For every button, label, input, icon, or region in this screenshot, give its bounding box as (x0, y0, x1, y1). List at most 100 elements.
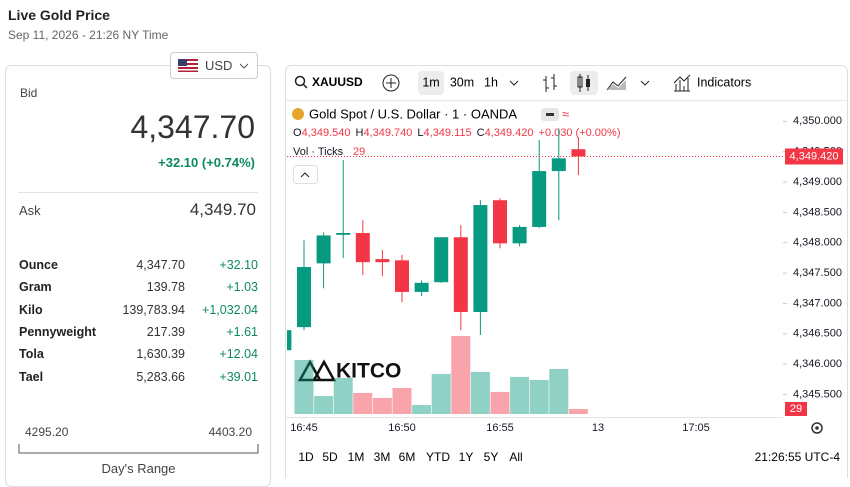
volume-bar (549, 368, 569, 414)
clock: 21:26:55 UTC-4 (755, 450, 841, 464)
ohlc-value: 4,349.540 (302, 127, 351, 139)
gold-icon (292, 108, 304, 120)
volume-bar (510, 376, 530, 414)
chevron (239, 63, 249, 69)
unit-change: +1.61 (226, 324, 258, 339)
range-button[interactable]: 3M (374, 450, 391, 464)
badge-wave: ≈ (562, 106, 569, 121)
settings-icon[interactable] (811, 422, 823, 434)
candle-body (434, 237, 449, 283)
currency-select[interactable]: USD (170, 52, 258, 79)
unit-name: Gram (19, 280, 52, 295)
candle-body (375, 259, 390, 263)
bar-style-icon[interactable] (543, 74, 557, 92)
y-tick-label: 4,347.000 (793, 297, 842, 309)
collapse-button[interactable] (293, 165, 318, 184)
indicators-label[interactable]: Indicators (697, 75, 751, 89)
range-button[interactable]: All (509, 450, 522, 464)
range-bracket (18, 444, 259, 454)
volume-bar (353, 392, 373, 414)
range-button[interactable]: 1M (348, 450, 365, 464)
volume-label: 29 (790, 403, 802, 415)
volume-bar (294, 359, 314, 414)
y-tick-label: 4,348.000 (793, 237, 842, 249)
candle-body (473, 205, 488, 312)
range-button[interactable]: YTD (426, 450, 450, 464)
volume-label-box (785, 401, 807, 416)
search-icon[interactable] (294, 75, 308, 89)
interval[interactable]: 1m (422, 75, 439, 89)
ohlc-value: 4,349.740 (363, 127, 412, 139)
unit-name: Tael (19, 369, 44, 384)
range-label: Day's Range (101, 461, 176, 476)
volume-bar (568, 408, 588, 414)
candle-body (395, 260, 409, 292)
candle-body (414, 282, 429, 292)
candle-body (551, 158, 566, 172)
unit-name: Kilo (19, 302, 43, 317)
page-title: Live Gold Price (8, 7, 110, 23)
unit-name: Ounce (19, 258, 58, 272)
volume-bar (529, 380, 549, 414)
interval-chevron[interactable] (509, 80, 519, 86)
indicators-icon[interactable] (673, 74, 691, 92)
range-high: 4403.20 (208, 425, 252, 439)
candle-body (453, 237, 468, 312)
volume-bar (470, 371, 490, 414)
y-tick-label: 4,350.000 (793, 115, 842, 127)
compare-button[interactable] (382, 74, 400, 92)
bid-label: Bid (20, 86, 38, 100)
panel-border (285, 65, 848, 478)
unit-change: +12.04 (219, 347, 258, 362)
interval[interactable]: 1h (484, 75, 498, 89)
candle-body (287, 330, 292, 351)
range-low: 4295.20 (25, 425, 69, 439)
y-tick-label: 4,347.500 (793, 267, 842, 279)
ohlc-key: C (477, 127, 485, 139)
interval[interactable]: 30m (450, 75, 474, 89)
range-button[interactable]: 5D (322, 450, 338, 464)
range-button[interactable]: 1D (298, 450, 314, 464)
candle-body (571, 149, 586, 157)
symbol[interactable]: XAUUSD (312, 75, 363, 89)
area-icon[interactable] (606, 76, 627, 91)
candle-body (316, 235, 331, 264)
candle-body (336, 233, 351, 235)
volume-bar (333, 377, 353, 414)
bid-change: +32.10 (+0.74%) (158, 155, 255, 170)
volume-bar (451, 336, 471, 414)
candle-body (512, 226, 527, 244)
candle-icon (577, 74, 590, 92)
range-button[interactable]: 6M (399, 450, 416, 464)
unit-change: +32.10 (219, 258, 258, 272)
ohlc-legend: O4,349.540 H4,349.740 L4,349.115 C4,349.420… (293, 127, 620, 139)
bid-price: 4,347.70 (130, 109, 255, 145)
ohlc-change: +0.030 (+0.00%) (539, 127, 621, 139)
y-tick-label: 4,346.000 (793, 358, 842, 370)
ohlc-key: L (417, 127, 423, 139)
unit-price: 139,783.94 (122, 302, 185, 317)
unit-price: 139.78 (146, 280, 185, 295)
y-tick-label: 4,349.000 (793, 176, 842, 188)
style-chevron[interactable] (640, 80, 650, 86)
ask-price: 4,349.70 (189, 200, 256, 219)
last-price-box (785, 148, 843, 165)
volume-bar (314, 396, 334, 414)
candle-body (297, 267, 311, 328)
watermark: KITCO (336, 360, 401, 383)
unit-price: 1,630.39 (136, 347, 185, 362)
range-button[interactable]: 1Y (459, 450, 474, 464)
candle-body (493, 200, 507, 244)
ohlc-key: H (356, 127, 364, 139)
candle-style-highlight[interactable] (570, 71, 598, 95)
x-tick-label: 13 (592, 422, 604, 434)
volume-bar (490, 391, 510, 414)
unit-price: 217.39 (146, 324, 185, 339)
separator (18, 192, 258, 193)
range-button[interactable]: 5Y (484, 450, 499, 464)
volume-title: Vol · Ticks (293, 146, 344, 158)
unit-name: Tola (19, 347, 44, 362)
unit-change: +1.03 (226, 280, 258, 295)
volume-bar (412, 405, 432, 414)
x-tick-label: 16:50 (388, 422, 416, 434)
